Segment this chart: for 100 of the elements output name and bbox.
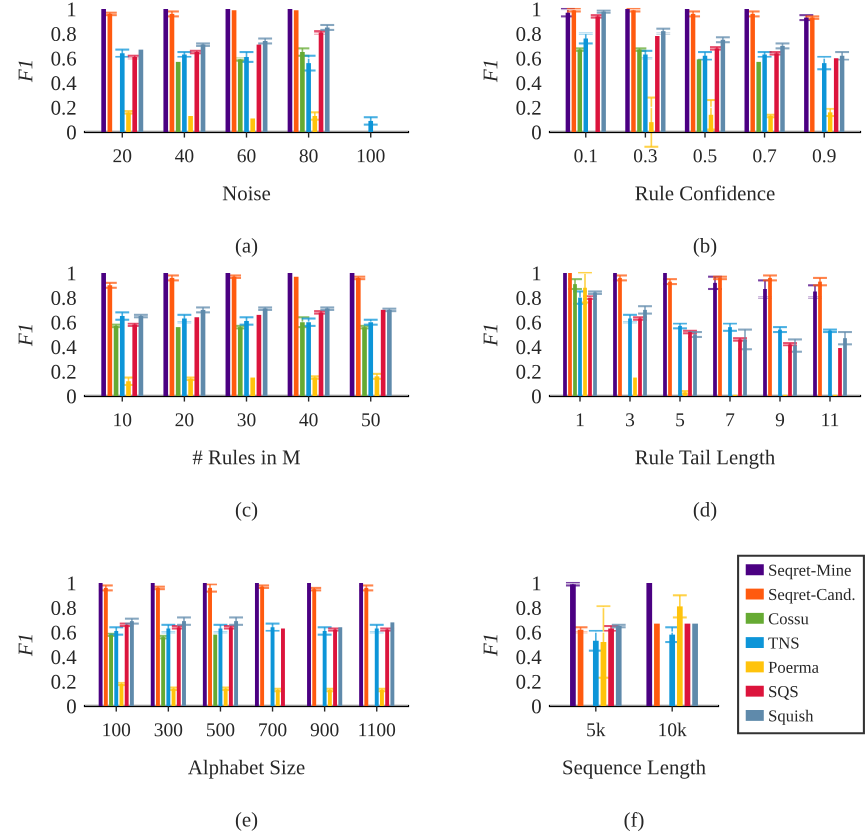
bar [288,9,292,132]
x-axis-title: Rule Tail Length [635,450,775,469]
x-tick-label: 7 [726,413,734,426]
bar [300,52,305,132]
bar [834,58,838,132]
bar [578,50,582,132]
y-tick-label: 0.8 [51,26,76,42]
bar [120,684,124,706]
y-tick-label: 0 [532,389,541,404]
y-tick-label: 0.2 [516,674,541,689]
bar [163,9,168,132]
y-tick-label: 0.6 [51,626,76,640]
bar [646,583,652,706]
y-tick-label: 0.2 [516,364,541,379]
y-tick-label: 0.2 [51,100,76,115]
y-axis-title: F1 [484,325,498,346]
bar [256,314,262,396]
bar [578,630,584,706]
bar [101,9,106,132]
y-tick-label: 0.2 [51,674,76,689]
bar [98,583,103,706]
y-tick-label: 0.8 [516,290,541,306]
bar [120,53,125,132]
x-tick-label: 1 [576,413,584,426]
x-axis-title: Sequence Length [563,760,706,779]
y-tick-label: 0.6 [516,316,542,330]
bar [188,378,193,396]
bar [588,298,592,396]
legend-label: Poerma [768,662,819,673]
x-tick-label: 0.1 [574,149,597,162]
x-axis-title: Alphabet Size [188,760,304,779]
x-tick-label: 20 [176,413,194,426]
x-tick-label: 300 [154,723,182,736]
bar [616,626,622,706]
y-tick-label: 1 [533,2,540,16]
bar [300,322,305,396]
bar [120,316,125,396]
bar [226,9,230,132]
bar [288,273,292,396]
y-tick-label: 0 [532,699,541,714]
bar [114,326,118,396]
bar [109,634,113,706]
bar [312,116,318,132]
bar [202,583,207,706]
x-axis-title: Noise [222,186,270,200]
x-tick-label: 80 [300,149,318,162]
y-tick-label: 0 [67,699,76,714]
x-tick-label: 30 [238,413,256,426]
x-tick-label: 100 [103,723,130,736]
bar [390,622,394,706]
bar [324,308,330,396]
bar [359,583,364,706]
legend-label: Seqret-Cand. [769,588,854,604]
bar [176,327,180,396]
x-tick-label: 40 [299,413,318,426]
y-axis-title: F1 [484,635,498,656]
text: (e) [236,812,258,831]
y-axis-title: F1 [484,61,498,82]
bar [281,628,285,706]
bar [756,62,761,132]
bar [126,112,131,132]
bar [350,273,354,396]
y-tick-label: 0.8 [51,290,76,306]
x-axis-title: Rule Confidence [635,186,775,200]
bar [838,348,842,396]
bar [194,52,200,132]
y-tick-label: 0.8 [516,26,541,42]
bar [613,273,617,396]
x-tick-label: 10 [114,413,132,426]
bar [238,59,243,132]
y-tick-label: 0.6 [51,316,76,330]
x-tick-label: 60 [238,149,256,162]
y-tick-label: 0 [532,125,541,140]
y-tick-label: 1 [68,576,76,590]
legend-label: Squish [769,710,814,725]
y-tick-label: 0 [67,389,76,404]
y-tick-label: 0.4 [516,340,542,354]
bar [238,327,243,396]
bar [324,27,330,132]
bar [138,50,144,132]
bar [744,9,749,132]
y-tick-label: 1 [533,576,540,590]
bar [172,688,176,706]
x-tick-label: 700 [259,723,286,736]
bar [250,378,256,396]
text: (d) [694,502,716,521]
y-axis-title: F1 [18,61,32,82]
bar [684,9,690,132]
x-tick-label: 0.9 [812,149,836,162]
bar [374,376,380,396]
y-tick-label: 0.6 [51,52,76,66]
y-tick-label: 0.8 [51,600,76,616]
bar [768,116,773,132]
y-tick-label: 1 [68,266,76,280]
bar [224,688,228,706]
legend-label: SQS [769,686,798,700]
legend-label: Seqret-Mine [769,564,851,580]
y-tick-label: 1 [533,266,540,280]
y-tick-label: 0.8 [516,600,541,616]
bar [150,583,155,706]
